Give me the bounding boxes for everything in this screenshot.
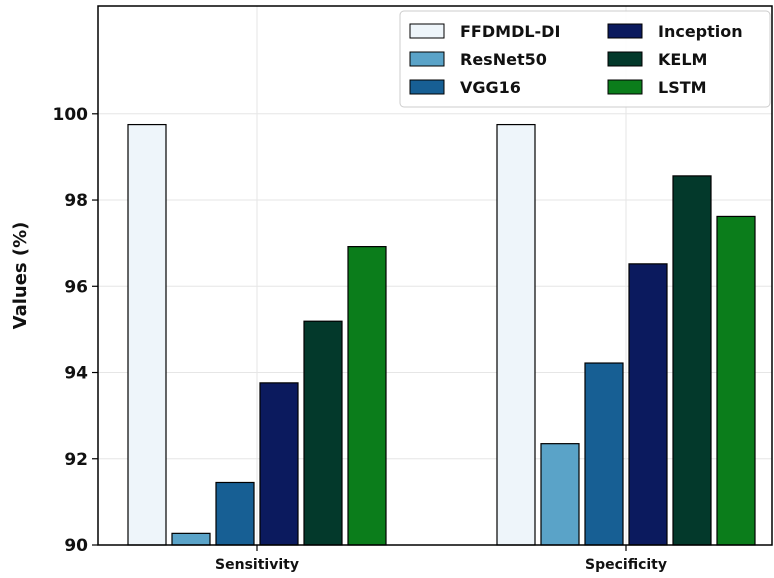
y-tick-label: 98 bbox=[64, 191, 88, 211]
legend-label: ResNet50 bbox=[460, 50, 547, 69]
bars bbox=[127, 123, 756, 546]
bar-kelm-specificity bbox=[672, 175, 712, 546]
legend-swatch bbox=[607, 23, 643, 39]
x-axis: Sensitivity Specificity bbox=[215, 545, 667, 573]
bar-ffdmdl-di-sensitivity bbox=[127, 123, 167, 546]
bar-resnet50-specificity bbox=[540, 443, 580, 546]
grid bbox=[98, 6, 772, 546]
y-axis: 90 92 94 96 98 100 bbox=[53, 105, 98, 556]
y-tick-label: 92 bbox=[64, 450, 88, 470]
legend-label: VGG16 bbox=[460, 78, 521, 97]
bar-resnet50-sensitivity bbox=[171, 532, 211, 546]
y-axis-title: Values (%) bbox=[10, 222, 31, 330]
legend: FFDMDL-DI ResNet50 VGG16 Inception KELM LSTM bbox=[399, 10, 771, 108]
bar-vgg16-specificity bbox=[584, 362, 624, 546]
bar-lstm-sensitivity bbox=[347, 246, 387, 546]
bar-ffdmdl-di-specificity bbox=[496, 123, 536, 546]
legend-label: Inception bbox=[658, 22, 743, 41]
bar-inception-specificity bbox=[628, 263, 668, 546]
y-tick-label: 100 bbox=[53, 105, 89, 125]
bar-kelm-sensitivity bbox=[303, 320, 343, 546]
bar-inception-sensitivity bbox=[259, 382, 299, 546]
legend-swatch bbox=[607, 79, 643, 95]
legend-swatch bbox=[409, 51, 445, 67]
legend-swatch bbox=[409, 79, 445, 95]
legend-swatch bbox=[409, 23, 445, 39]
x-tick-label: Specificity bbox=[585, 557, 667, 573]
y-tick-label: 94 bbox=[64, 364, 88, 384]
y-tick-label: 90 bbox=[64, 536, 88, 556]
legend-box bbox=[399, 10, 771, 108]
bar-lstm-specificity bbox=[716, 215, 756, 546]
legend-label: KELM bbox=[658, 50, 707, 69]
plot-frame bbox=[97, 5, 773, 546]
legend-label: LSTM bbox=[658, 78, 707, 97]
x-tick-label: Sensitivity bbox=[215, 557, 299, 573]
y-tick-label: 96 bbox=[64, 277, 88, 297]
bar-vgg16-sensitivity bbox=[215, 481, 255, 546]
legend-label: FFDMDL-DI bbox=[460, 22, 560, 41]
legend-swatch bbox=[607, 51, 643, 67]
